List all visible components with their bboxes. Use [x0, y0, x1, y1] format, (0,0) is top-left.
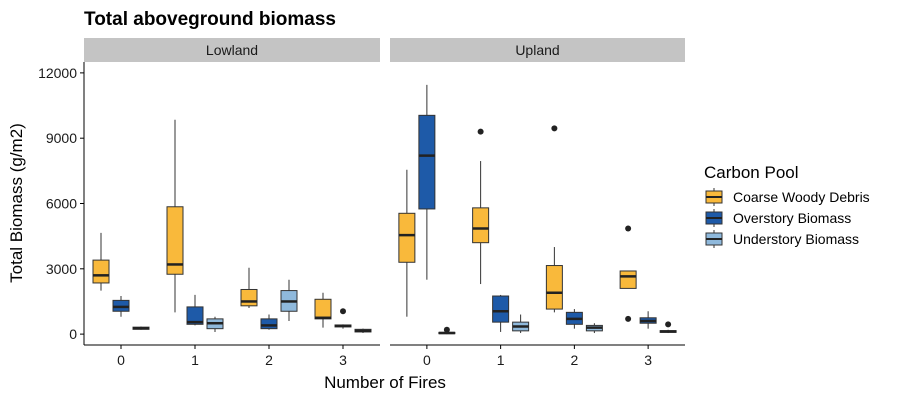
box-coarse-woody-debris — [619, 225, 637, 322]
box-understory-biomass — [512, 314, 530, 334]
outlier-point — [477, 128, 484, 135]
box-coarse-woody-debris — [314, 292, 332, 328]
box-coarse-woody-debris — [240, 267, 258, 308]
facet-strip-background — [84, 38, 380, 62]
box-coarse-woody-debris — [398, 169, 416, 317]
outlier-point — [340, 308, 346, 315]
box-overstory-biomass — [639, 311, 657, 329]
legend-item: Coarse Woody Debris — [705, 188, 870, 206]
outlier-point — [443, 326, 450, 333]
outlier-point — [665, 321, 672, 328]
x-tick-label: 0 — [423, 352, 431, 368]
x-axis-title: Number of Fires — [324, 373, 446, 392]
x-tick-label: 1 — [497, 352, 505, 368]
box-coarse-woody-debris — [545, 125, 563, 313]
y-tick-label: 12000 — [38, 65, 77, 81]
outlier-point — [625, 315, 632, 322]
legend-title: Carbon Pool — [704, 163, 799, 182]
facet-strip-background — [390, 38, 685, 62]
box-overstory-biomass — [260, 314, 278, 330]
box-understory-biomass — [354, 328, 372, 334]
panel-upland: Upland 0 1 2 3 — [390, 38, 685, 368]
x-tick-label: 2 — [570, 352, 578, 368]
box-coarse-woody-debris — [472, 128, 490, 285]
box-iqr — [240, 288, 258, 307]
x-tick-label: 1 — [191, 352, 199, 368]
y-tick-label: 3000 — [46, 261, 77, 277]
y-axis-title: Total Biomass (g/m2) — [7, 123, 26, 283]
box-overstory-biomass — [186, 294, 204, 326]
legend-label: Coarse Woody Debris — [733, 189, 870, 205]
y-tick-label: 6000 — [46, 196, 77, 212]
box-coarse-woody-debris — [92, 232, 110, 291]
box-understory-biomass — [132, 326, 150, 330]
y-axis: 0 3000 6000 9000 12000 — [38, 62, 85, 345]
x-tick-label: 3 — [644, 352, 652, 368]
legend-label: Overstory Biomass — [733, 210, 851, 226]
legend-item: Understory Biomass — [705, 230, 859, 248]
outlier-point — [551, 125, 558, 132]
outlier-point — [625, 225, 632, 232]
x-tick-label: 2 — [265, 352, 273, 368]
panels: Lowland 0 1 2 3 Upland 0 1 2 3 — [84, 38, 685, 368]
box-coarse-woody-debris — [166, 119, 184, 313]
box-overstory-biomass — [492, 294, 510, 332]
box-iqr — [545, 265, 563, 310]
box-iqr — [92, 259, 110, 284]
panel-lowland: Lowland 0 1 2 3 — [84, 38, 380, 368]
box-understory-biomass — [438, 326, 456, 335]
box-understory-biomass — [206, 316, 224, 332]
legend: Carbon Pool Coarse Woody Debris Overstory… — [704, 163, 870, 248]
box-overstory-biomass — [418, 84, 436, 280]
box-iqr — [619, 270, 637, 289]
y-tick-label: 9000 — [46, 130, 77, 146]
box-iqr — [418, 114, 436, 210]
box-iqr — [472, 207, 490, 244]
x-tick-label: 0 — [117, 352, 125, 368]
x-tick-label: 3 — [339, 352, 347, 368]
box-overstory-biomass — [112, 296, 130, 317]
y-tick-label: 0 — [69, 326, 77, 342]
box-iqr — [492, 295, 510, 323]
box-understory-biomass — [585, 323, 603, 334]
box-understory-biomass — [659, 321, 677, 334]
facet-strip-label: Lowland — [206, 42, 258, 58]
legend-label: Understory Biomass — [733, 231, 859, 247]
box-iqr — [186, 306, 204, 325]
box-iqr — [314, 298, 332, 320]
box-overstory-biomass — [334, 308, 352, 329]
legend-item: Overstory Biomass — [705, 209, 851, 227]
chart-title: Total aboveground biomass — [84, 9, 336, 30]
facet-strip-label: Upland — [515, 42, 559, 58]
box-overstory-biomass — [565, 309, 583, 329]
box-iqr — [260, 318, 278, 330]
box-iqr — [398, 212, 416, 263]
box-iqr — [166, 206, 184, 275]
box-understory-biomass — [280, 279, 298, 322]
